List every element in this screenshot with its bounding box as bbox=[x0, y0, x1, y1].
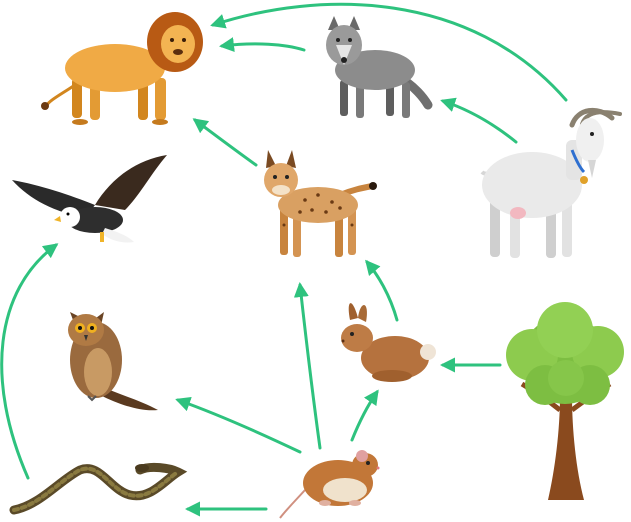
arrow-hamster-to-rabbit bbox=[350, 389, 379, 442]
arrow-rabbit-to-lynx bbox=[365, 259, 399, 322]
snake-icon bbox=[9, 462, 188, 515]
eagle-icon bbox=[12, 155, 167, 243]
goat-icon bbox=[480, 107, 622, 258]
rabbit-icon bbox=[341, 303, 436, 382]
tree-icon bbox=[506, 302, 624, 500]
wolf-icon bbox=[326, 16, 433, 118]
hamster-icon bbox=[279, 450, 380, 519]
arrow-goat-to-wolf bbox=[440, 97, 518, 144]
lion-icon bbox=[41, 12, 203, 125]
arrow-hamster-to-owl bbox=[175, 396, 302, 454]
lynx-icon bbox=[264, 150, 377, 257]
arrow-lynx-to-lion bbox=[192, 118, 258, 167]
arrow-hamster-to-lynx bbox=[293, 282, 322, 450]
arrow-goat-to-lion bbox=[210, 2, 568, 102]
arrow-wolf-to-lion bbox=[219, 37, 306, 53]
owl-icon bbox=[68, 312, 158, 411]
arrow-snake-to-eagle bbox=[0, 243, 59, 480]
